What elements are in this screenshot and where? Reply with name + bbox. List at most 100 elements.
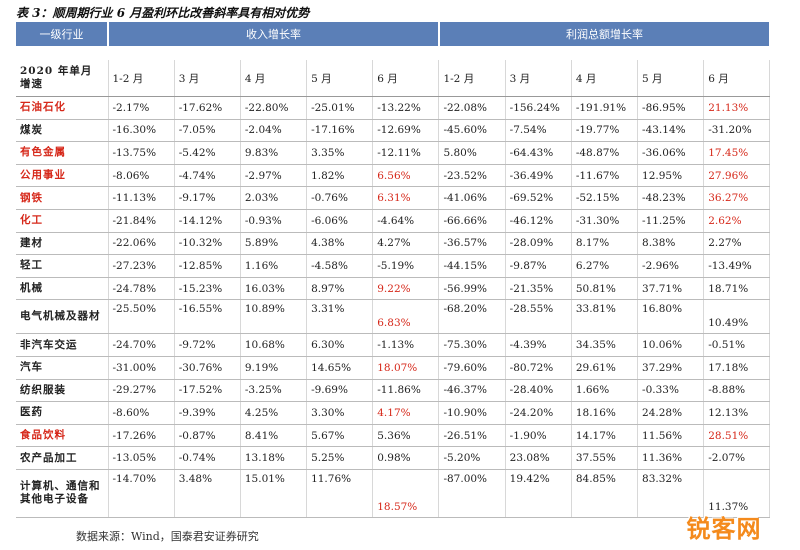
- header-month: 4 月: [571, 60, 639, 97]
- table-cell: -36.49%: [505, 164, 572, 188]
- table-cell: -69.52%: [505, 186, 572, 210]
- table-row: 煤炭 -16.30% -7.05% -2.04% -17.16% -12.69% -45.6…: [16, 119, 771, 143]
- table-cell: 33.81%: [571, 299, 639, 335]
- table-cell: -14.70%: [108, 469, 175, 518]
- table-cell: -2.17%: [108, 96, 175, 120]
- table-row: 化工 -21.84% -14.12% -0.93% -6.06% -4.64% -66.66…: [16, 209, 771, 233]
- table-cell: -1.13%: [372, 333, 440, 357]
- table-cell: -9.69%: [306, 379, 374, 403]
- table-cell: 18.16%: [571, 401, 639, 425]
- table-cell: -29.27%: [108, 379, 175, 403]
- table-row: 公用事业 -8.06% -4.74% -2.97% 1.82% 6.56% -23.52% -…: [16, 164, 771, 188]
- table-cell: -22.06%: [108, 232, 175, 256]
- table-cell: -17.52%: [174, 379, 241, 403]
- table-cell: -1.90%: [505, 424, 572, 448]
- industry-name: 石油石化: [16, 96, 109, 120]
- header-month: 6 月: [372, 60, 440, 97]
- table-cell: 4.27%: [372, 232, 440, 256]
- table-cell: 6.31%: [372, 186, 440, 210]
- table-cell: 1.66%: [571, 379, 639, 403]
- table-cell: -13.22%: [372, 96, 440, 120]
- table-cell: -17.62%: [174, 96, 241, 120]
- table-cell: -64.43%: [505, 141, 572, 165]
- table-cell: 13.18%: [240, 446, 308, 470]
- table-row: 非汽车交运 -24.70% -9.72% 10.68% 6.30% -1.13% -75.3…: [16, 333, 771, 357]
- table-caption: 表 3：顺周期行业 6 月盈利环比改善斜率具有相对优势: [16, 6, 310, 20]
- table-cell: -11.67%: [571, 164, 639, 188]
- table-cell: -10.90%: [438, 401, 506, 425]
- table-cell: -4.74%: [174, 164, 241, 188]
- industry-name: 轻工: [16, 254, 109, 278]
- table-cell: -0.93%: [240, 209, 308, 233]
- table-cell: 9.83%: [240, 141, 308, 165]
- table-cell: 8.38%: [637, 232, 705, 256]
- table-cell: -8.60%: [108, 401, 175, 425]
- table-cell: -46.37%: [438, 379, 506, 403]
- industry-name: 食品饮料: [16, 424, 109, 448]
- table-cell: -44.15%: [438, 254, 506, 278]
- header-month: 3 月: [505, 60, 572, 97]
- industry-name: 电气机械及器材: [16, 299, 109, 335]
- table-cell: 8.97%: [306, 277, 374, 301]
- table-cell: -41.06%: [438, 186, 506, 210]
- table-cell: 10.49%: [703, 299, 771, 335]
- table-cell: -8.88%: [703, 379, 771, 403]
- table-cell: 5.67%: [306, 424, 374, 448]
- table-cell: -28.55%: [505, 299, 572, 335]
- table-cell: 5.36%: [372, 424, 440, 448]
- table-cell: -28.09%: [505, 232, 572, 256]
- table-cell: 12.95%: [637, 164, 705, 188]
- table-row: 建材 -22.06% -10.32% 5.89% 4.38% 4.27% -36.57% -2…: [16, 232, 771, 256]
- table-cell: 10.06%: [637, 333, 705, 357]
- table-cell: 83.32%: [637, 469, 705, 518]
- table-cell: 5.25%: [306, 446, 374, 470]
- table-cell: -9.87%: [505, 254, 572, 278]
- table-cell: -24.20%: [505, 401, 572, 425]
- table-cell: 12.13%: [703, 401, 771, 425]
- table-cell: 21.13%: [703, 96, 771, 120]
- table-row: 石油石化 -2.17% -17.62% -22.80% -25.01% -13.22% -2…: [16, 96, 771, 120]
- table-cell: 5.80%: [438, 141, 506, 165]
- industry-name: 农产品加工: [16, 446, 109, 470]
- table-row: 计算机、通信和其他电子设备 -14.70% 3.48% 15.01% 11.76% 18.…: [16, 469, 771, 518]
- table-cell: -3.25%: [240, 379, 308, 403]
- table-cell: -7.05%: [174, 119, 241, 143]
- table-cell: 84.85%: [571, 469, 639, 518]
- header-month: 3 月: [174, 60, 241, 97]
- table-cell: -23.52%: [438, 164, 506, 188]
- table-cell: -2.04%: [240, 119, 308, 143]
- table-cell: -0.87%: [174, 424, 241, 448]
- table-cell: -27.23%: [108, 254, 175, 278]
- table-cell: 34.35%: [571, 333, 639, 357]
- table-cell: 2.03%: [240, 186, 308, 210]
- table-cell: -31.20%: [703, 119, 771, 143]
- header-month: 1-2 月: [438, 60, 506, 97]
- table-cell: -86.95%: [637, 96, 705, 120]
- table-row: 有色金属 -13.75% -5.42% 9.83% 3.35% -12.11% 5.80% -…: [16, 141, 771, 165]
- table-row: 电气机械及器材 -25.50% -16.55% 10.89% 3.31% 6.83% -68…: [16, 299, 771, 335]
- table-cell: 10.89%: [240, 299, 308, 335]
- table-cell: 24.28%: [637, 401, 705, 425]
- industry-name: 公用事业: [16, 164, 109, 188]
- watermark-text: 锐客网: [686, 515, 762, 543]
- table-cell: 17.45%: [703, 141, 771, 165]
- table-row: 纺织服装 -29.27% -17.52% -3.25% -9.69% -11.86% -46…: [16, 379, 771, 403]
- table-cell: -6.06%: [306, 209, 374, 233]
- table-cell: 4.17%: [372, 401, 440, 425]
- table-cell: 18.57%: [372, 469, 440, 518]
- table-cell: 1.16%: [240, 254, 308, 278]
- table-row: 农产品加工 -13.05% -0.74% 13.18% 5.25% 0.98% -5.20%…: [16, 446, 771, 470]
- table-cell: 37.55%: [571, 446, 639, 470]
- industry-name: 钢铁: [16, 186, 109, 210]
- table-cell: -13.75%: [108, 141, 175, 165]
- table-cell: 6.30%: [306, 333, 374, 357]
- table-cell: -48.23%: [637, 186, 705, 210]
- table-cell: -17.26%: [108, 424, 175, 448]
- industry-name: 医药: [16, 401, 109, 425]
- table-cell: -25.01%: [306, 96, 374, 120]
- table-cell: -4.58%: [306, 254, 374, 278]
- industry-name: 建材: [16, 232, 109, 256]
- header-revenue-growth: 收入增长率: [108, 22, 440, 46]
- table-cell: 15.01%: [240, 469, 308, 518]
